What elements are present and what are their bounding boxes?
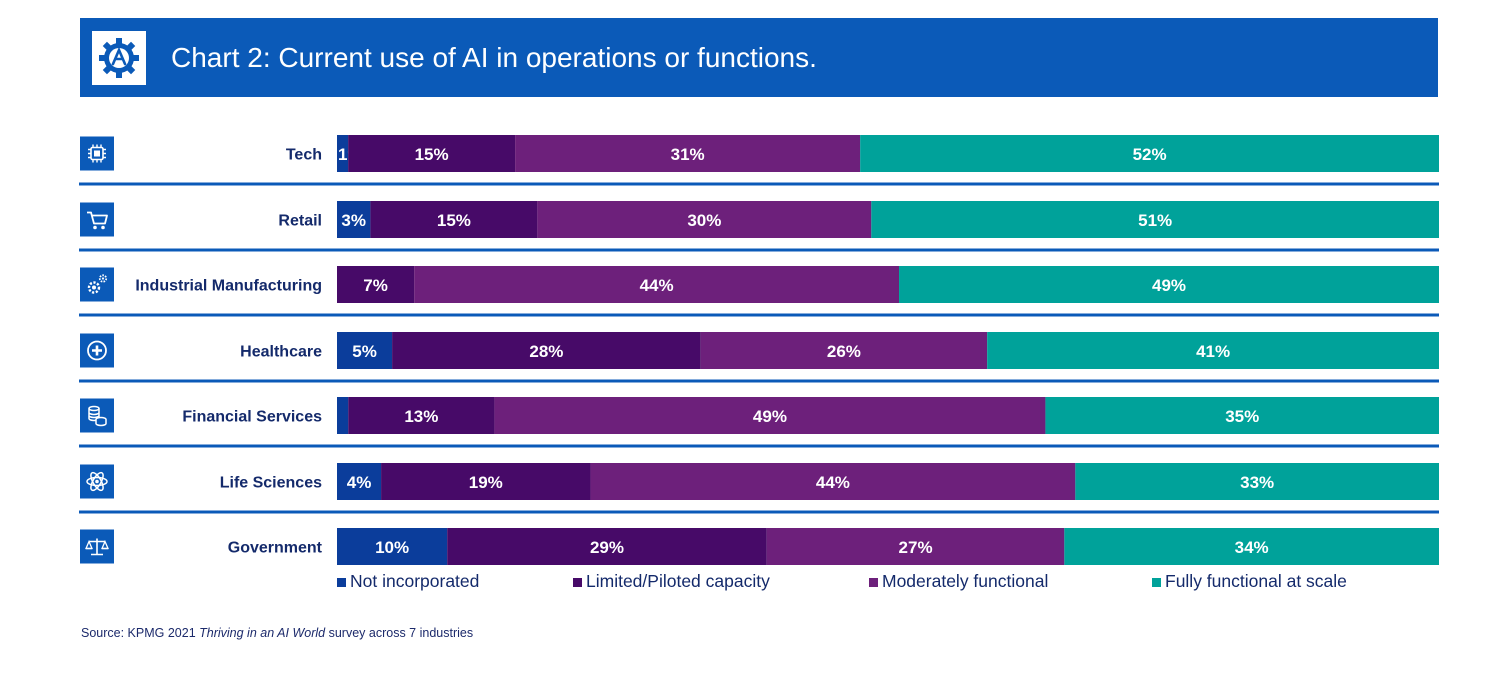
bar-segment [987, 332, 1439, 369]
category-row: Government 10% 29% 27% 34% [80, 528, 1439, 565]
bar-segment [381, 463, 591, 500]
category-label: Tech [286, 147, 322, 164]
cart-icon [80, 202, 114, 237]
category-label: Retail [278, 213, 322, 230]
data-label: 7% [363, 276, 388, 295]
bar-segment [337, 332, 393, 369]
category-row: Healthcare 5% 28% 26% 41% [79, 332, 1439, 383]
scales-icon [80, 529, 114, 564]
bar-segment [766, 528, 1065, 565]
data-label: 49% [753, 407, 787, 426]
source-title: Thriving in an AI World [199, 626, 326, 640]
gears-icon [80, 267, 114, 302]
atom-icon [80, 464, 114, 499]
data-label: 52% [1133, 145, 1167, 164]
data-label: 31% [671, 145, 705, 164]
source-prefix: Source: KPMG 2021 [81, 626, 200, 640]
data-label: 3% [341, 211, 366, 230]
data-label: 35% [1225, 407, 1259, 426]
category-row: Retail 3% 15% 30% 51% [79, 201, 1439, 252]
data-label: 27% [899, 538, 933, 557]
bar-segment [494, 397, 1046, 434]
data-label: 33% [1240, 473, 1274, 492]
bar-segment [590, 463, 1076, 500]
bar-segment [447, 528, 767, 565]
data-label: 28% [529, 342, 563, 361]
bar-segment [899, 266, 1439, 303]
legend-item: Not incorporated [337, 571, 479, 591]
bar-segment [337, 528, 448, 565]
chart-header: Chart 2: Current use of AI in operations… [80, 18, 1438, 97]
data-label: 51% [1138, 211, 1172, 230]
category-label: Healthcare [240, 344, 322, 361]
data-label: 26% [827, 342, 861, 361]
category-label: Life Sciences [220, 475, 322, 492]
bar-segment [414, 266, 900, 303]
data-label: 49% [1152, 276, 1186, 295]
legend-label: Moderately functional [882, 571, 1048, 591]
data-label: 15% [415, 145, 449, 164]
bar-segment [515, 135, 861, 172]
bar-segment [348, 135, 516, 172]
data-label: 34% [1235, 538, 1269, 557]
bar-segment [1075, 463, 1439, 500]
category-row: Industrial Manufacturing 7% 44% 49% [79, 266, 1439, 317]
bar-segment [370, 201, 538, 238]
bar-segment [860, 135, 1439, 172]
data-label: 4% [347, 473, 372, 492]
ai-gear-icon [92, 31, 146, 85]
legend-swatch [869, 578, 878, 587]
bar-segment [1064, 528, 1439, 565]
legend-swatch [573, 578, 582, 587]
bar-segment [392, 332, 701, 369]
bar-segment [337, 266, 415, 303]
data-label: 44% [816, 473, 850, 492]
category-label: Government [228, 540, 323, 557]
data-label: 41% [1196, 342, 1230, 361]
medical-cross-icon [80, 333, 114, 368]
data-label: 19% [469, 473, 503, 492]
bar-segment [348, 397, 495, 434]
source-note: Source: KPMG 2021 Thriving in an AI Worl… [81, 626, 473, 640]
data-label: 29% [590, 538, 624, 557]
category-row: Financial Services 13% 49% 35% [79, 397, 1439, 448]
category-row: Life Sciences 4% 19% 44% 33% [79, 463, 1439, 514]
data-label: 10% [375, 538, 409, 557]
bar-segment [337, 397, 349, 434]
legend-label: Not incorporated [350, 571, 479, 591]
data-label: 30% [687, 211, 721, 230]
stacked-bar-chart: Tech1%15%31%52%Retail3%15%30%51%Industri… [79, 135, 1439, 591]
category-label: Industrial Manufacturing [135, 278, 322, 295]
bar-segment [700, 332, 988, 369]
category-label: Financial Services [182, 409, 322, 426]
chip-icon [80, 136, 114, 171]
data-label: 15% [437, 211, 471, 230]
bar-segment [337, 463, 382, 500]
legend-item: Fully functional at scale [1152, 571, 1347, 591]
legend-item: Moderately functional [869, 571, 1048, 591]
bar-segment [337, 135, 349, 172]
data-label: 5% [352, 342, 377, 361]
source-suffix: survey across 7 industries [325, 626, 474, 640]
legend-swatch [337, 578, 346, 587]
bar-segment [337, 201, 371, 238]
bar-segment [537, 201, 872, 238]
bar-segment [1045, 397, 1439, 434]
legend-item: Limited/Piloted capacity [573, 571, 770, 591]
legend-swatch [1152, 578, 1161, 587]
coins-icon [80, 398, 114, 433]
legend-label: Limited/Piloted capacity [586, 571, 770, 591]
chart-title: Chart 2: Current use of AI in operations… [171, 42, 817, 73]
legend-label: Fully functional at scale [1165, 571, 1347, 591]
data-label: 44% [640, 276, 674, 295]
bar-segment [871, 201, 1439, 238]
data-label: 13% [404, 407, 438, 426]
